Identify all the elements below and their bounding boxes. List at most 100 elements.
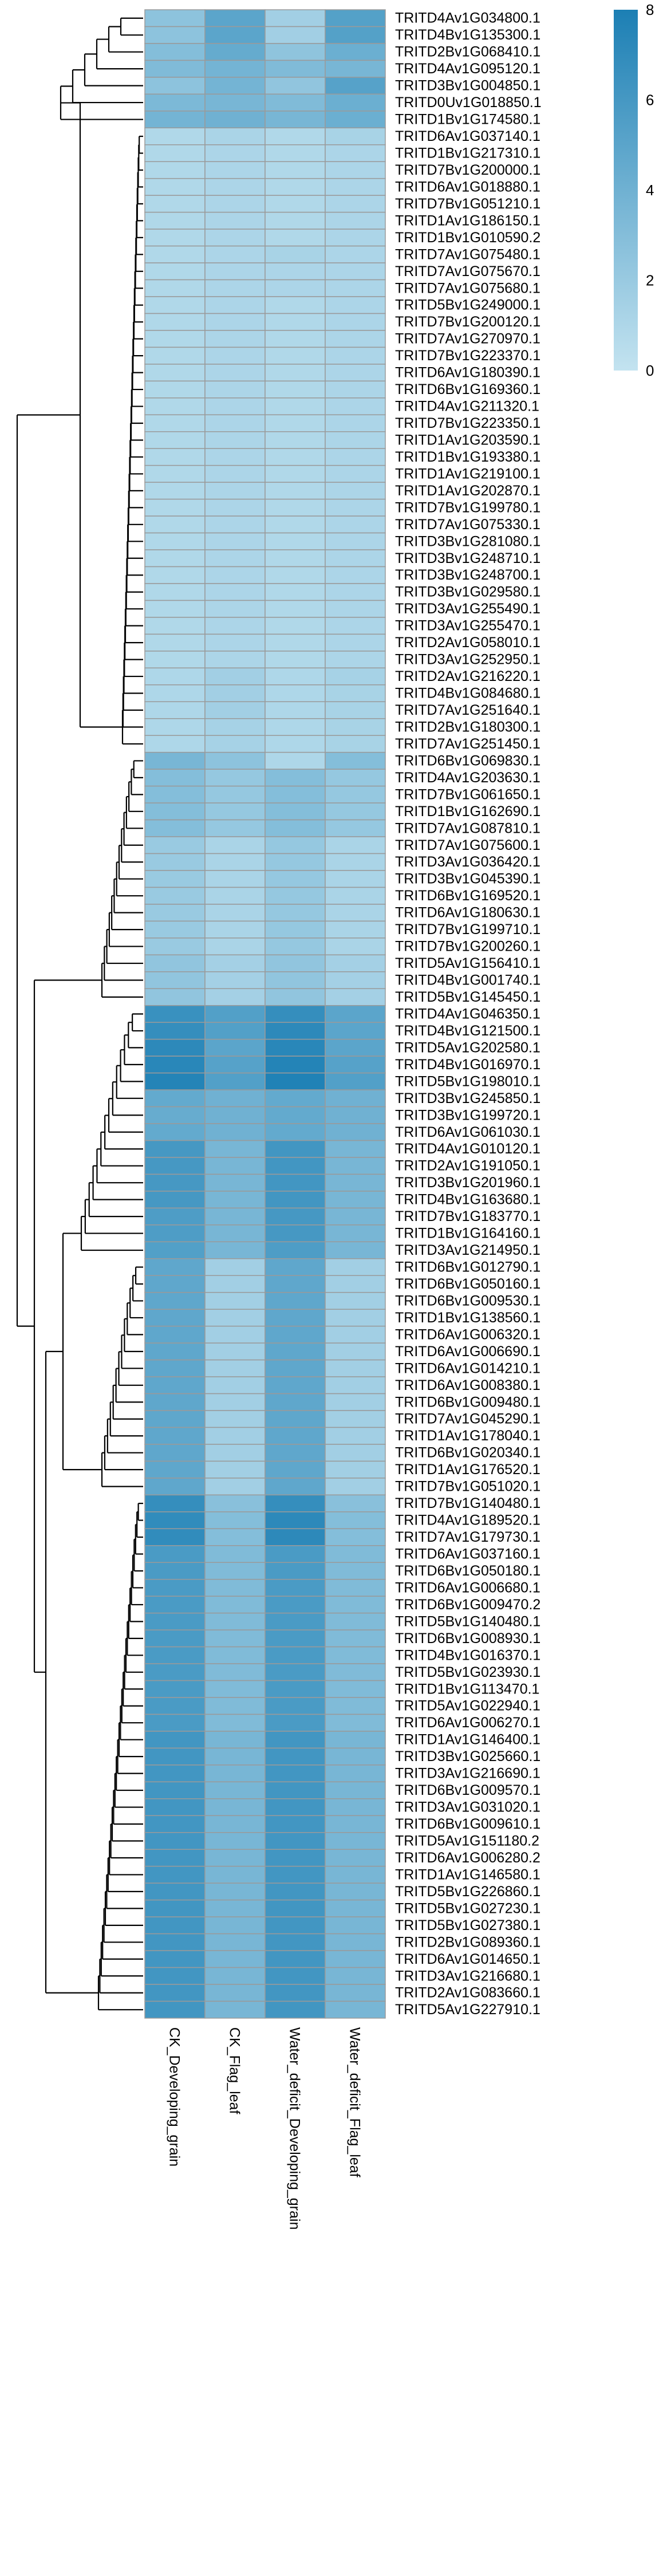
heatmap-cell xyxy=(265,1798,326,1817)
heatmap-cell xyxy=(325,1967,386,1985)
heatmap-cell xyxy=(204,532,266,550)
row-label: TRITD7Av1G075480.1 xyxy=(395,246,540,262)
row-label: TRITD4Av1G211320.1 xyxy=(395,399,539,415)
heatmap-cell xyxy=(265,1832,326,1850)
heatmap-cell xyxy=(265,836,326,854)
heatmap-cell xyxy=(144,195,206,213)
row-label: TRITD5Av1G202580.1 xyxy=(395,1039,540,1055)
heatmap-cell xyxy=(325,111,386,129)
heatmap-cell xyxy=(265,1578,326,1597)
heatmap-cell xyxy=(265,1967,326,1985)
row-label: TRITD7Av1G087810.1 xyxy=(395,820,540,836)
heatmap-cell xyxy=(144,904,206,922)
heatmap-cell xyxy=(265,1106,326,1124)
heatmap-cell xyxy=(265,1494,326,1512)
heatmap-cell xyxy=(325,633,386,652)
row-label: TRITD6Bv1G050180.1 xyxy=(395,1563,540,1579)
heatmap-cell xyxy=(204,296,266,314)
heatmap-cell xyxy=(265,1731,326,1749)
heatmap-cell xyxy=(144,684,206,703)
row-label: TRITD3Bv1G201960.1 xyxy=(395,1175,540,1191)
heatmap-cells xyxy=(144,9,386,2019)
heatmap-cell xyxy=(204,988,266,1006)
row-label: TRITD6Bv1G009570.1 xyxy=(395,1782,540,1798)
heatmap-cell xyxy=(204,364,266,382)
row-label: TRITD1Av1G219100.1 xyxy=(395,466,540,482)
heatmap-cell xyxy=(204,111,266,129)
heatmap-cell xyxy=(204,346,266,365)
heatmap-cell xyxy=(204,1596,266,1614)
heatmap-cell xyxy=(204,1950,266,1968)
heatmap-cell xyxy=(204,853,266,871)
heatmap-cell xyxy=(265,431,326,449)
row-label: TRITD4Bv1G016370.1 xyxy=(395,1647,540,1663)
heatmap-cell xyxy=(204,515,266,534)
heatmap-cell xyxy=(204,920,266,939)
heatmap-cell xyxy=(144,1967,206,1985)
heatmap-cell xyxy=(144,920,206,939)
heatmap-cell xyxy=(204,1899,266,1917)
heatmap-cell xyxy=(204,667,266,686)
heatmap-cell xyxy=(325,1578,386,1597)
row-label: TRITD5Av1G151180.2 xyxy=(395,1833,539,1849)
row-label: TRITD6Bv1G009610.1 xyxy=(395,1816,540,1832)
heatmap-cell xyxy=(325,802,386,821)
row-label: TRITD6Av1G014210.1 xyxy=(395,1360,540,1376)
legend-ticks: 0 2 4 6 8 xyxy=(646,1,654,379)
row-label: TRITD7Av1G270970.1 xyxy=(395,331,540,347)
heatmap-cell xyxy=(265,313,326,331)
heatmap-cell xyxy=(325,1815,386,1833)
heatmap-cell xyxy=(204,498,266,517)
heatmap-cell xyxy=(325,2000,386,2019)
heatmap-cell xyxy=(325,464,386,483)
heatmap-cell xyxy=(325,1511,386,1530)
heatmap-cell xyxy=(144,1427,206,1445)
heatmap-cell xyxy=(265,802,326,821)
heatmap-cell xyxy=(265,1629,326,1648)
heatmap-cell xyxy=(325,1460,386,1479)
heatmap-cell xyxy=(265,1258,326,1277)
heatmap-cell xyxy=(325,1528,386,1546)
heatmap-cell xyxy=(144,161,206,179)
heatmap-cell xyxy=(144,178,206,196)
heatmap-cell xyxy=(265,1562,326,1580)
row-label: TRITD3Bv1G248710.1 xyxy=(395,550,540,566)
heatmap-cell xyxy=(265,1157,326,1175)
heatmap-cell xyxy=(325,26,386,44)
heatmap-cell xyxy=(265,77,326,95)
heatmap-cell xyxy=(204,1089,266,1108)
row-label: TRITD4Av1G046350.1 xyxy=(395,1006,540,1022)
heatmap-cell xyxy=(265,1697,326,1715)
heatmap-cell xyxy=(265,482,326,500)
heatmap-cell xyxy=(325,498,386,517)
heatmap-cell xyxy=(204,1072,266,1090)
heatmap-cell xyxy=(325,1562,386,1580)
heatmap-cell xyxy=(265,1275,326,1293)
heatmap-cell xyxy=(265,211,326,230)
heatmap-cell xyxy=(265,1984,326,2002)
row-label: TRITD7Av1G251640.1 xyxy=(395,702,540,718)
row-label: TRITD6Av1G018880.1 xyxy=(395,179,540,195)
heatmap-cell xyxy=(265,1359,326,1377)
row-label: TRITD1Av1G178040.1 xyxy=(395,1428,540,1444)
heatmap-cell xyxy=(265,870,326,888)
heatmap-cell xyxy=(144,1646,206,1664)
heatmap-cell xyxy=(204,195,266,213)
heatmap-cell xyxy=(204,870,266,888)
row-label: TRITD4Bv1G001740.1 xyxy=(395,972,540,988)
row-label: TRITD4Av1G095120.1 xyxy=(395,61,540,77)
heatmap-cell xyxy=(144,397,206,416)
heatmap-cell xyxy=(265,532,326,550)
heatmap-cell xyxy=(144,9,206,27)
heatmap-cell xyxy=(144,144,206,162)
heatmap-cell xyxy=(204,971,266,990)
row-label: TRITD5Bv1G140480.1 xyxy=(395,1613,540,1629)
row-label: TRITD3Av1G216680.1 xyxy=(395,1968,540,1984)
row-label: TRITD6Av1G006320.1 xyxy=(395,1326,540,1342)
heatmap-cell xyxy=(325,651,386,669)
heatmap-cell xyxy=(265,887,326,905)
heatmap-cell xyxy=(325,1038,386,1057)
row-label: TRITD6Bv1G020340.1 xyxy=(395,1445,540,1461)
row-label: TRITD1Av1G146580.1 xyxy=(395,1866,540,1882)
heatmap-cell xyxy=(265,9,326,27)
